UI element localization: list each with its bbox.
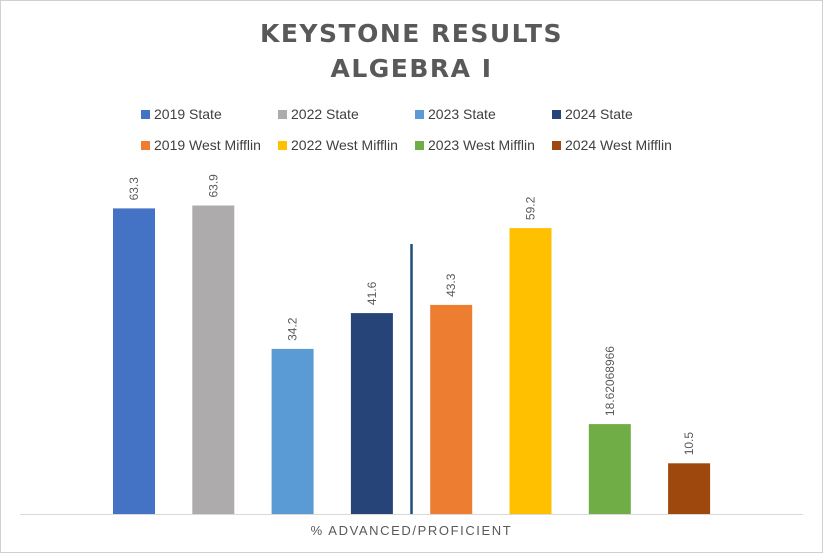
legend-item-0: 2019 State — [141, 105, 222, 123]
chart-title-line-2: ALGEBRA I — [330, 54, 493, 83]
data-label-2: 34.2 — [286, 317, 300, 341]
data-label-4: 43.3 — [444, 273, 458, 297]
legend-label: 2022 State — [291, 106, 359, 122]
legend-swatch — [415, 109, 424, 119]
bar-4 — [430, 304, 473, 514]
x-axis-label: % ADVANCED/PROFICIENT — [310, 523, 513, 538]
bar-5 — [509, 228, 552, 514]
legend-swatch — [552, 140, 561, 150]
legend-swatch — [415, 140, 424, 150]
legend-label: 2023 State — [428, 106, 496, 122]
legend-item-4: 2019 West Mifflin — [141, 136, 261, 154]
legend-swatch — [552, 109, 561, 119]
legend-label: 2023 West Mifflin — [428, 137, 535, 153]
legend-item-7: 2024 West Mifflin — [552, 136, 672, 154]
chart-title-line-1: KEYSTONE RESULTS — [259, 19, 564, 48]
bar-7 — [668, 463, 711, 514]
legend-item-5: 2022 West Mifflin — [278, 136, 398, 154]
bar-2 — [271, 348, 314, 514]
legend-item-2: 2023 State — [415, 105, 496, 123]
legend-label: 2024 West Mifflin — [565, 137, 672, 153]
data-label-1: 63.9 — [206, 174, 220, 198]
legend-swatch — [141, 109, 150, 119]
legend-item-1: 2022 State — [278, 105, 359, 123]
bar-3 — [350, 313, 393, 514]
bar-1 — [192, 205, 235, 514]
data-label-0: 63.3 — [127, 177, 141, 201]
bar-6 — [588, 424, 631, 514]
legend-label: 2024 State — [565, 106, 633, 122]
legend-item-6: 2023 West Mifflin — [415, 136, 535, 154]
bar-0 — [113, 208, 155, 514]
data-label-5: 59.2 — [524, 196, 538, 220]
legend-item-3: 2024 State — [552, 105, 633, 123]
legend-label: 2022 West Mifflin — [291, 137, 398, 153]
data-label-7: 10.5 — [682, 432, 696, 456]
legend-swatch — [141, 140, 150, 150]
legend-label: 2019 West Mifflin — [154, 137, 261, 153]
legend-swatch — [278, 109, 287, 119]
legend-swatch — [278, 140, 287, 150]
data-label-3: 41.6 — [365, 281, 379, 305]
data-label-6: 18.62068966 — [603, 346, 617, 416]
legend-label: 2019 State — [154, 106, 222, 122]
